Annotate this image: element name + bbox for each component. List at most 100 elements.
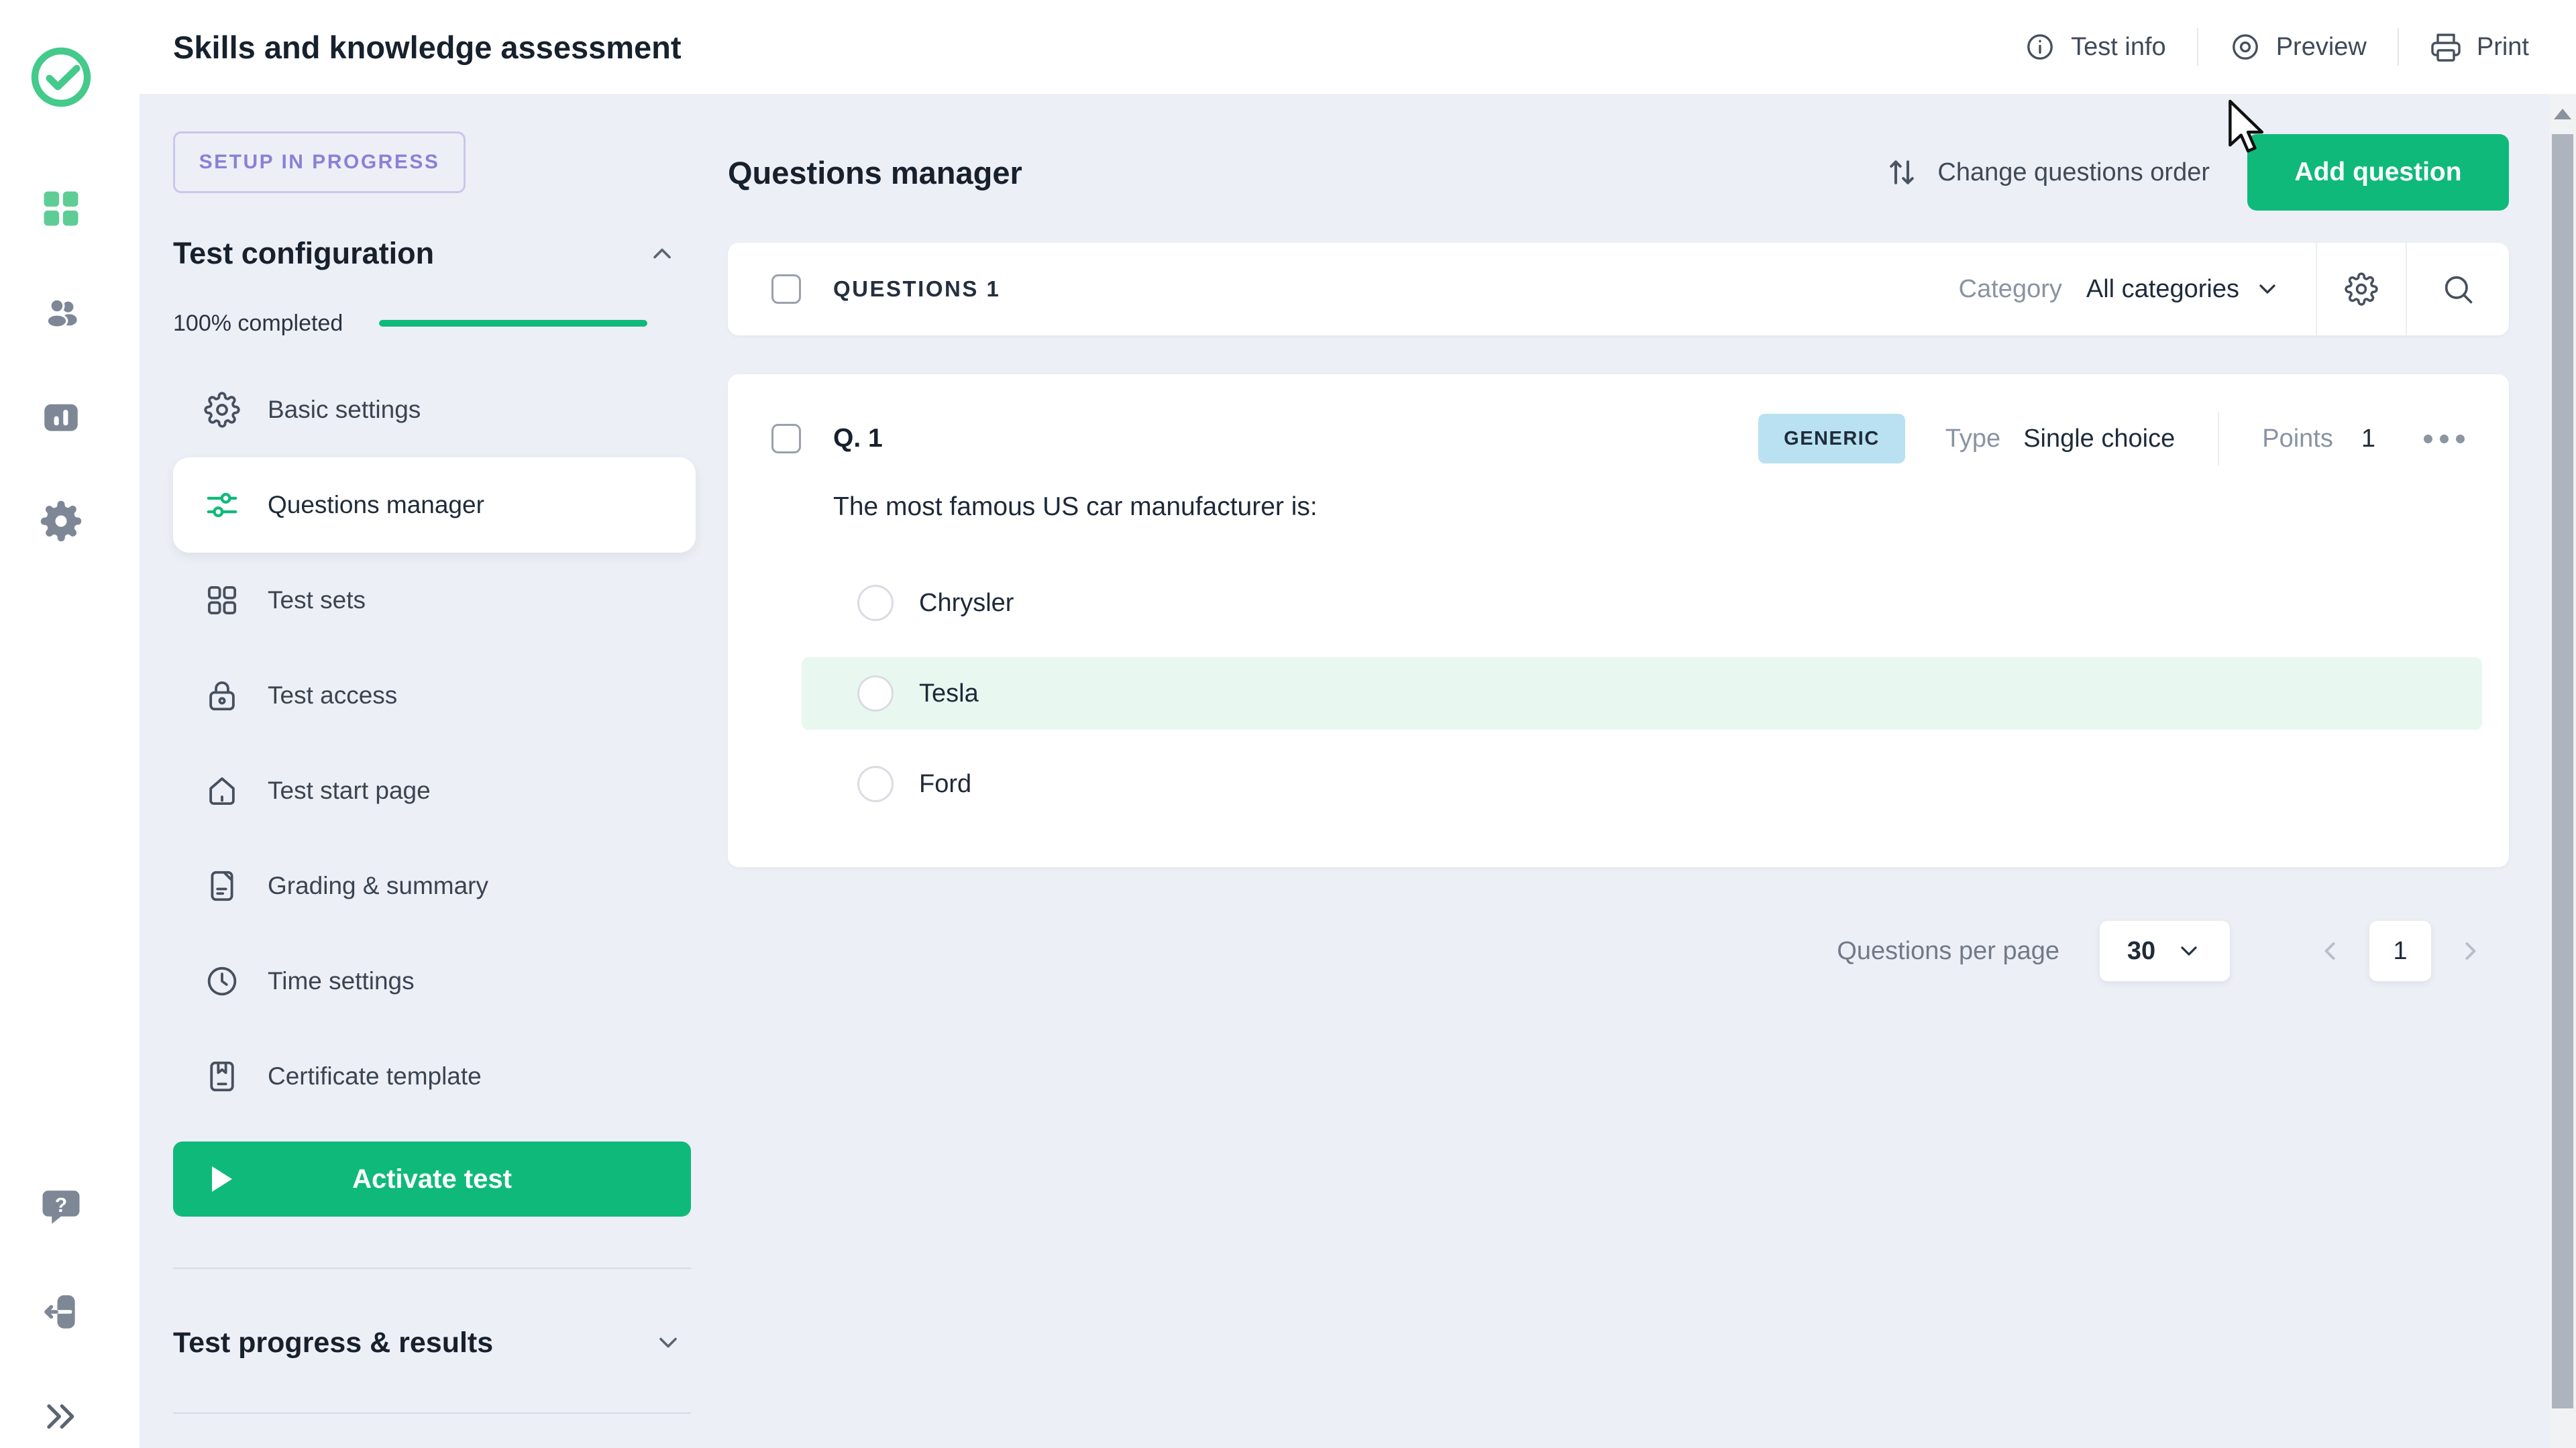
setup-progress: 100% completed [173,306,696,341]
progress-label: 100% completed [173,310,343,336]
print-label: Print [2476,32,2529,61]
test-progress-results-section[interactable]: Test progress & results [173,1323,691,1363]
test-info-label: Test info [2071,32,2166,61]
questions-count-label: QUESTIONS 1 [833,276,1001,301]
sidebar-item-questions-manager[interactable]: Questions manager [173,457,696,553]
current-page[interactable]: 1 [2369,921,2431,981]
answer-options: Chrysler Tesla Ford [802,567,2482,820]
sidebar-item-test-access[interactable]: Test access [173,648,696,743]
sidebar-item-label: Test sets [268,586,366,614]
select-all-checkbox[interactable] [771,274,801,304]
scrollbar-thumb[interactable] [2552,134,2573,1408]
question-text: The most famous US car manufacturer is: [833,492,1318,521]
grid-icon [203,581,241,619]
vertical-divider [2218,412,2220,465]
change-questions-order-label: Change questions order [1937,158,2210,186]
type-value: Single choice [2023,424,2176,453]
answer-option: Ford [802,748,2482,820]
answer-label: Ford [919,769,972,798]
sidebar-item-label: Test access [268,681,398,709]
search-button[interactable] [2407,243,2509,335]
sidebar-item-label: Test start page [268,777,431,804]
points-label: Points [2262,424,2333,453]
chevron-down-icon [653,1328,683,1357]
sidebar-divider [173,1412,691,1414]
type-label: Type [1945,424,2001,453]
answer-label: Tesla [919,679,979,708]
next-page-button[interactable] [2455,936,2485,966]
change-questions-order-button[interactable]: Change questions order [1884,154,2210,190]
radio-button[interactable] [857,585,894,621]
section-title: Test configuration [173,236,435,270]
test-title: Skills and knowledge assessment [173,29,682,65]
vertical-divider [2316,243,2317,335]
users-icon[interactable] [36,288,86,338]
print-icon [2430,31,2462,63]
sidebar-item-test-sets[interactable]: Test sets [173,553,696,648]
question-category-badge: GENERIC [1758,414,1905,463]
question-number: Q. 1 [833,424,883,453]
test-configuration-section[interactable]: Test configuration [173,235,696,272]
preview-button[interactable]: Preview [2229,31,2367,63]
vertical-divider [2406,243,2407,335]
sidebar-item-certificate-template[interactable]: Certificate template [173,1029,696,1124]
gear-icon [203,391,241,429]
sidebar: SETUP IN PROGRESS Test configuration 100… [140,94,706,1448]
page-title: Questions manager [728,154,1022,190]
certificate-icon [203,1058,241,1095]
gear-icon [2345,272,2378,306]
answer-option-correct: Tesla [802,657,2482,730]
sidebar-divider [173,1268,691,1269]
per-page-select[interactable]: 30 [2100,921,2230,981]
status-badge: SETUP IN PROGRESS [173,131,466,193]
icon-rail: ? [0,0,140,1448]
search-icon [2440,272,2475,307]
logo-check-icon[interactable] [26,42,96,112]
question-checkbox[interactable] [771,424,801,453]
sidebar-item-basic-settings[interactable]: Basic settings [173,362,696,457]
list-settings-button[interactable] [2317,243,2406,335]
progress-bar [379,320,648,327]
logout-icon[interactable] [36,1287,86,1337]
play-icon [212,1166,232,1192]
svg-text:?: ? [55,1194,67,1217]
sidebar-item-label: Basic settings [268,396,421,423]
question-card: Q. 1 GENERIC Type Single choice Points 1… [728,374,2509,867]
apps-grid-icon[interactable] [36,184,86,233]
activate-test-button[interactable]: Activate test [173,1141,691,1217]
pagination: Questions per page 30 1 [728,921,2509,981]
sidebar-item-label: Certificate template [268,1062,482,1090]
chevron-up-icon [647,239,677,268]
expand-icon[interactable] [36,1392,86,1441]
header-divider [2196,28,2198,66]
sidebar-item-label: Grading & summary [268,872,488,899]
scrollbar[interactable] [2549,94,2576,1448]
answer-option: Chrysler [802,567,2482,639]
home-icon [203,772,241,810]
answer-label: Chrysler [919,588,1014,617]
add-question-button[interactable]: Add question [2247,134,2509,211]
help-icon[interactable]: ? [36,1182,86,1232]
sidebar-item-test-start-page[interactable]: Test start page [173,743,696,838]
question-menu-button[interactable] [2424,434,2465,443]
test-info-button[interactable]: Test info [2024,31,2166,63]
radio-button[interactable] [857,766,894,802]
header-actions: Test info Preview Print [2024,28,2529,66]
document-icon [203,867,241,905]
gear-icon[interactable] [36,496,86,546]
activate-test-label: Activate test [352,1164,512,1194]
info-icon [2024,31,2056,63]
radio-button[interactable] [857,675,894,712]
category-dropdown[interactable]: All categories [2086,275,2281,304]
sidebar-item-grading-summary[interactable]: Grading & summary [173,838,696,934]
sort-arrows-icon [1884,154,1920,190]
sidebar-item-label: Time settings [268,967,415,995]
chart-icon[interactable] [36,392,86,442]
preview-label: Preview [2275,32,2367,61]
sidebar-item-time-settings[interactable]: Time settings [173,934,696,1029]
prev-page-button[interactable] [2316,936,2345,966]
lock-icon [203,677,241,714]
print-button[interactable]: Print [2430,31,2529,63]
scroll-up-arrow[interactable] [2554,109,2571,119]
chevron-down-icon [2254,276,2281,302]
